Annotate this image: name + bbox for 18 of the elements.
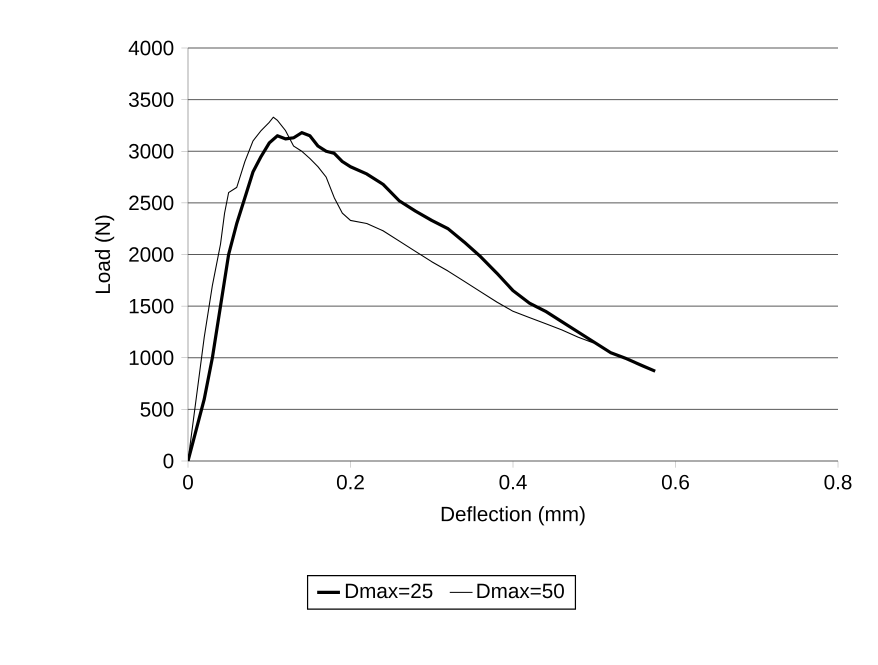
y-tick-label: 2500 xyxy=(129,196,174,210)
x-tick-label: 0 xyxy=(183,474,193,490)
y-tick-label: 3000 xyxy=(129,144,174,159)
y-tick-label: 3500 xyxy=(129,92,174,107)
y-tick-label: 0 xyxy=(164,454,174,468)
x-tick-label: 0.8 xyxy=(824,474,852,490)
legend-label: Dmax=50 xyxy=(477,584,564,598)
x-tick-label: 0.4 xyxy=(499,474,527,490)
x-tick-label: 0.6 xyxy=(662,474,689,490)
y-axis-title: Load (N) xyxy=(94,216,114,294)
y-tick-label: 2000 xyxy=(129,247,174,262)
y-tick-label: 1500 xyxy=(130,298,174,314)
legend-label: Dmax=25 xyxy=(346,584,432,598)
y-tick-label: 500 xyxy=(140,402,174,417)
y-tick-label: 4000 xyxy=(128,40,174,56)
x-tick-label: 0.2 xyxy=(336,474,364,490)
y-tick-label: 1000 xyxy=(130,350,174,366)
x-axis-title: Deflection (mm) xyxy=(442,506,585,526)
